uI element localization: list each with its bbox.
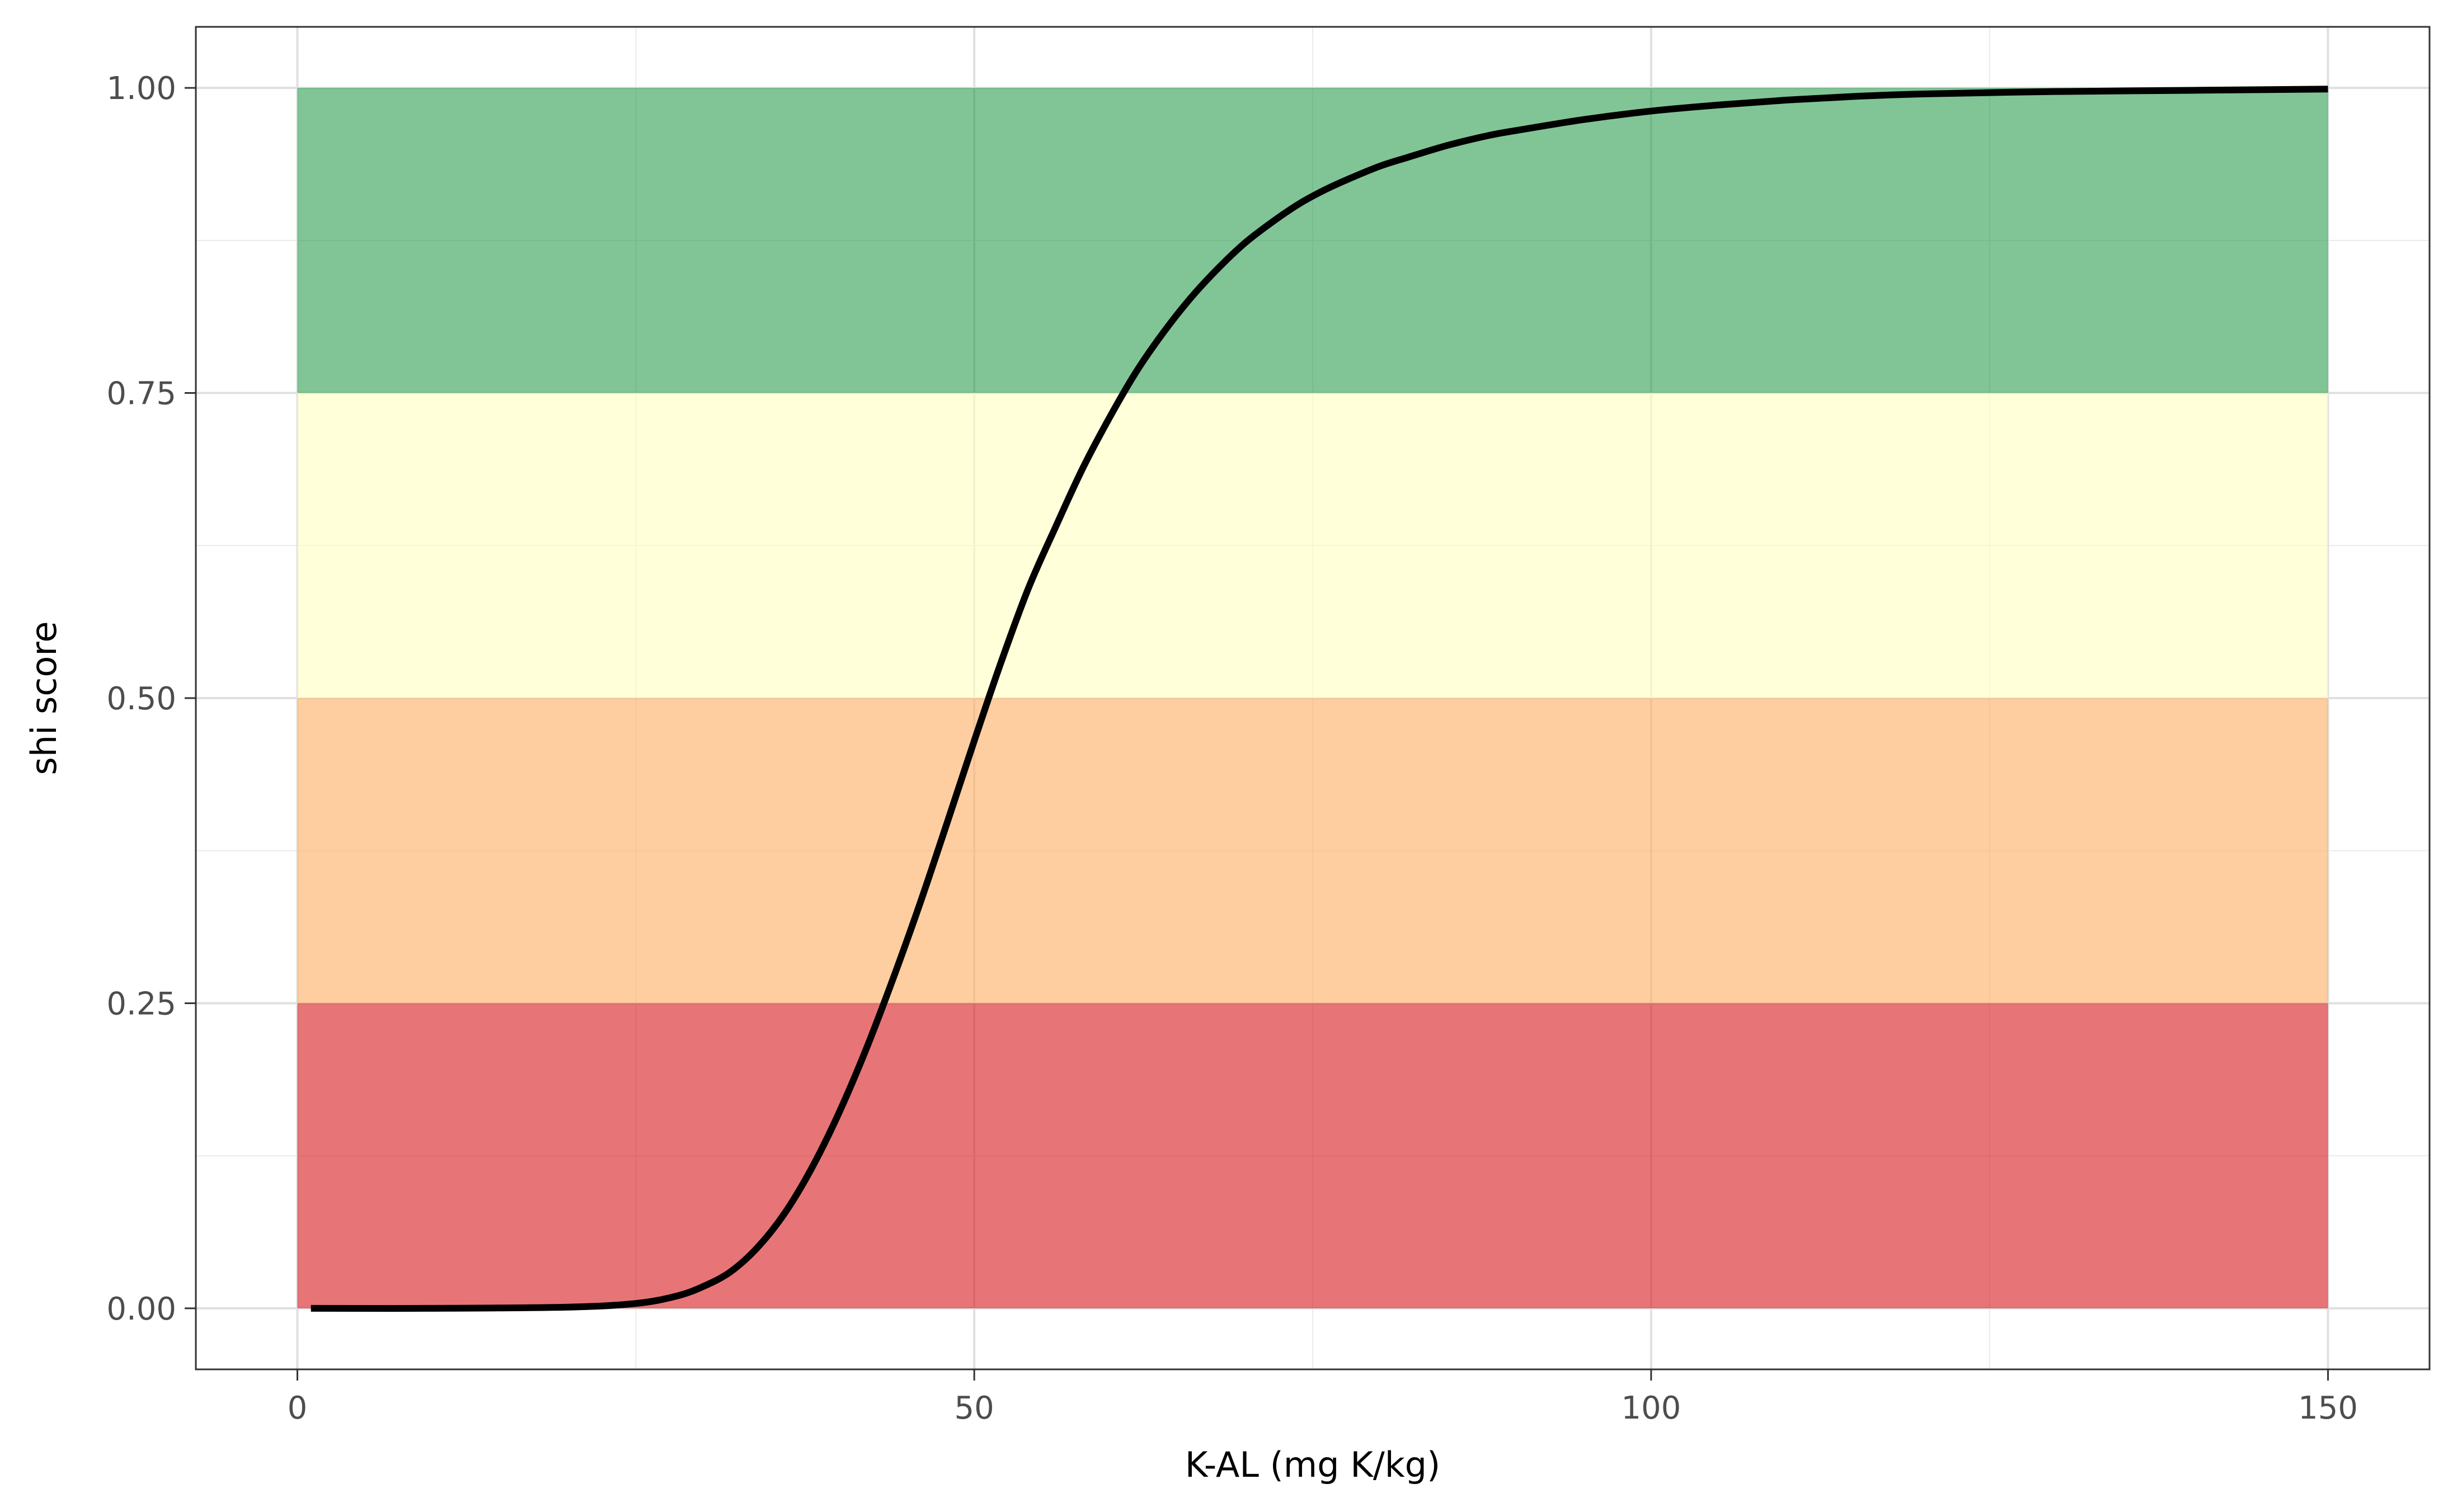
x-tick-label: 0 bbox=[288, 1390, 308, 1426]
y-axis-title: shi score bbox=[24, 621, 64, 775]
x-axis-title: K-AL (mg K/kg) bbox=[1185, 1444, 1440, 1485]
y-tick-label: 1.00 bbox=[106, 70, 176, 107]
axes: 0 50 100 150 0.00 0.25 0.50 0.75 1.00 bbox=[106, 70, 2358, 1426]
band-high bbox=[297, 88, 2328, 393]
y-tick-label: 0.75 bbox=[106, 376, 176, 412]
x-tick-label: 150 bbox=[2298, 1390, 2358, 1426]
series-line bbox=[311, 86, 2328, 1312]
y-tick-label: 0.25 bbox=[106, 986, 176, 1022]
band-medium-low bbox=[297, 698, 2328, 1004]
series-lines bbox=[311, 86, 2328, 1312]
score-bands bbox=[297, 88, 2328, 1308]
y-tick-label: 0.50 bbox=[106, 681, 176, 717]
band-medium-high bbox=[297, 393, 2328, 698]
y-tick-label: 0.00 bbox=[106, 1291, 176, 1327]
band-low bbox=[297, 1003, 2328, 1308]
x-tick-label: 100 bbox=[1621, 1390, 1681, 1426]
x-tick-label: 50 bbox=[955, 1390, 994, 1426]
